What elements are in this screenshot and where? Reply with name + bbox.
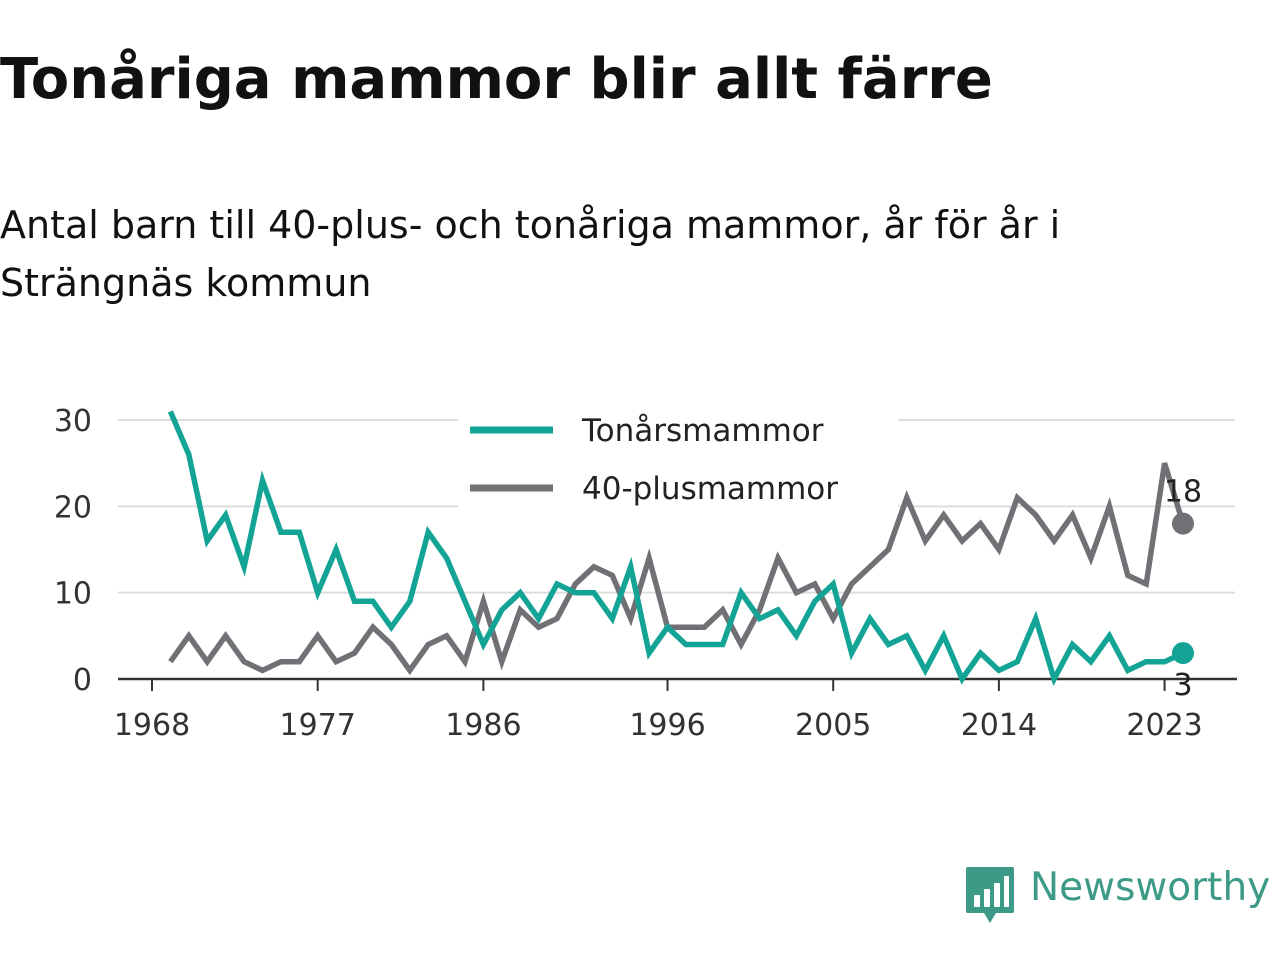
y-tick-label: 10 xyxy=(54,577,92,612)
line-chart: 0 10 20 30 1968 1977 1986 1996 2005 2014 2023 3 18 To… xyxy=(54,402,1237,743)
chart-title: Tonåriga mammor blir allt färre xyxy=(0,47,993,112)
newsworthy-logo: Newsworthy xyxy=(964,862,1280,928)
brand-name: Newsworthy xyxy=(1030,865,1271,910)
y-tick-label: 20 xyxy=(54,490,92,525)
legend-background xyxy=(458,402,898,514)
legend-label-0: Tonårsmammor xyxy=(581,413,824,449)
series-end-label-0: 3 xyxy=(1173,668,1192,703)
x-tick-label: 1996 xyxy=(629,708,705,743)
series-end-label-1: 18 xyxy=(1164,475,1202,510)
chart-subtitle: Antal barn till 40-plus- och tonåriga ma… xyxy=(0,203,1061,305)
y-tick-label: 30 xyxy=(54,404,92,439)
x-tick-label: 1986 xyxy=(445,708,521,743)
series-end-point-1 xyxy=(1172,512,1194,535)
x-tick-label: 2023 xyxy=(1126,708,1202,743)
legend-label-1: 40-plusmammor xyxy=(582,471,838,507)
x-tick-label: 1977 xyxy=(280,708,356,743)
bar-chart-speech-bubble-icon xyxy=(966,867,1014,923)
x-tick-label: 1968 xyxy=(114,708,190,743)
x-tick-label: 2005 xyxy=(795,708,871,743)
series-end-point-0 xyxy=(1172,642,1194,665)
series-line-1 xyxy=(168,462,1186,676)
series-line-0 xyxy=(167,410,1185,687)
y-tick-label: 0 xyxy=(73,663,92,698)
x-tick-label: 2014 xyxy=(961,708,1037,743)
